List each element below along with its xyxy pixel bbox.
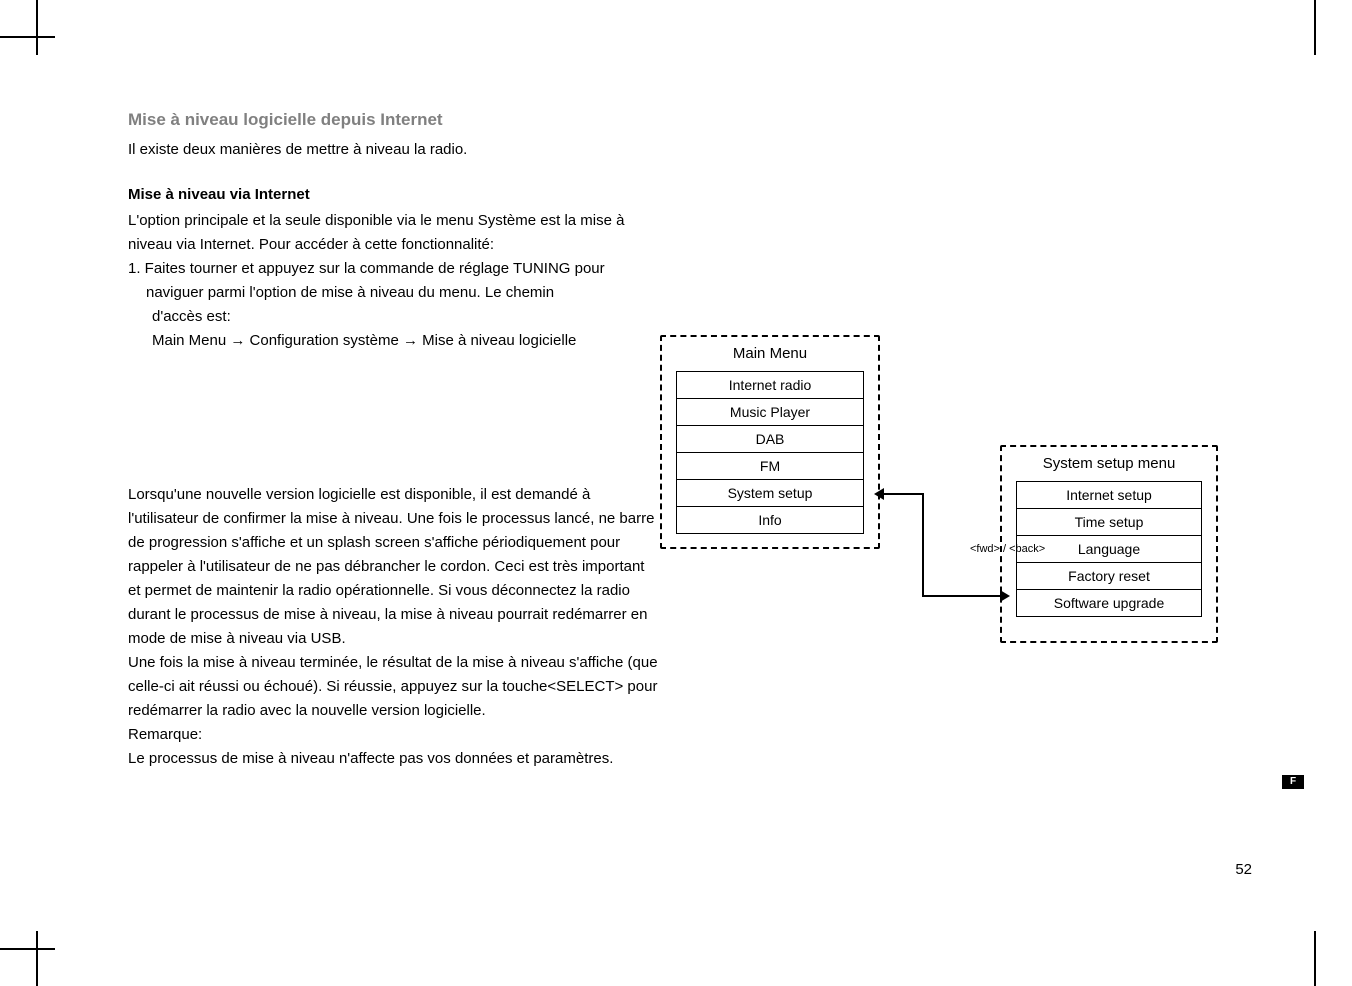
crop-mark <box>36 931 38 986</box>
section-subheading: Mise à niveau via Internet <box>128 186 658 203</box>
step-line: 1. Faites tourner et appuyez sur la comm… <box>128 257 658 281</box>
page-content: Mise à niveau logicielle depuis Internet… <box>128 110 658 771</box>
menu-title: Main Menu <box>662 345 878 362</box>
crop-mark <box>1314 0 1316 55</box>
page-heading: Mise à niveau logicielle depuis Internet <box>128 110 658 130</box>
paragraph: L'option principale et la seule disponib… <box>128 209 658 257</box>
crop-mark <box>0 948 55 950</box>
path-part: Mise à niveau logicielle <box>418 332 576 349</box>
menu-title: System setup menu <box>1002 455 1216 472</box>
menu-item: Software upgrade <box>1017 590 1201 616</box>
path-part: Main Menu <box>152 332 230 349</box>
menu-item: System setup <box>677 480 863 507</box>
menu-item: Internet radio <box>677 372 863 399</box>
menu-item: Info <box>677 507 863 533</box>
paragraph: Une fois la mise à niveau terminée, le r… <box>128 651 658 723</box>
connector-line <box>922 493 924 597</box>
note-label: Remarque: <box>128 723 658 747</box>
page-number: 52 <box>1235 861 1252 878</box>
connector-label: <fwd> / <back> <box>970 543 1045 555</box>
menu-path: Main Menu → Configuration système → Mise… <box>128 329 658 353</box>
crop-mark <box>1314 931 1316 986</box>
note-text: Le processus de mise à niveau n'affecte … <box>128 747 658 771</box>
menu-diagram: Main Menu Internet radio Music Player DA… <box>660 335 1220 645</box>
path-part: Configuration système <box>245 332 403 349</box>
menu-item: DAB <box>677 426 863 453</box>
connector-arrow-right-icon <box>1000 590 1010 602</box>
menu-item: Factory reset <box>1017 563 1201 590</box>
language-badge: F <box>1282 775 1304 789</box>
connector-line <box>880 493 924 495</box>
connector-line <box>922 595 1002 597</box>
step-line: naviguer parmi l'option de mise à niveau… <box>128 281 658 305</box>
menu-items-box: Internet radio Music Player DAB FM Syste… <box>676 371 864 534</box>
menu-item: FM <box>677 453 863 480</box>
intro-text: Il existe deux manières de mettre à nive… <box>128 138 658 162</box>
menu-item: Internet setup <box>1017 482 1201 509</box>
arrow-icon: → <box>230 332 245 349</box>
crop-mark <box>0 36 55 38</box>
paragraph: Lorsqu'une nouvelle version logicielle e… <box>128 483 658 651</box>
step-line: d'accès est: <box>128 305 658 329</box>
crop-mark <box>36 0 38 55</box>
menu-item: Time setup <box>1017 509 1201 536</box>
arrow-icon: → <box>403 332 418 349</box>
main-menu-box: Main Menu Internet radio Music Player DA… <box>660 335 880 549</box>
menu-item: Music Player <box>677 399 863 426</box>
